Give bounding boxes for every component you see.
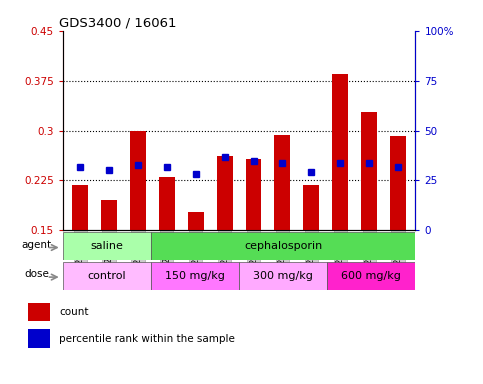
Text: 150 mg/kg: 150 mg/kg [165, 271, 225, 281]
Bar [151, 232, 415, 260]
Bar [130, 131, 146, 230]
Text: control: control [87, 271, 126, 281]
Bar [327, 262, 415, 290]
Bar [239, 262, 327, 290]
Bar [188, 212, 204, 230]
Bar [101, 200, 117, 230]
Text: 300 mg/kg: 300 mg/kg [253, 271, 313, 281]
Bar [63, 262, 151, 290]
Text: GDS3400 / 16061: GDS3400 / 16061 [59, 17, 177, 30]
Text: percentile rank within the sample: percentile rank within the sample [59, 334, 235, 344]
Text: saline: saline [90, 241, 123, 251]
Bar [274, 135, 290, 230]
Bar [72, 185, 88, 230]
Bar [245, 159, 261, 230]
Bar [332, 74, 348, 230]
Bar [217, 156, 233, 230]
Bar [361, 112, 377, 230]
Text: dose: dose [24, 269, 49, 279]
Text: cephalosporin: cephalosporin [244, 241, 322, 251]
Text: agent: agent [22, 240, 52, 250]
Bar [390, 136, 406, 230]
Bar [303, 185, 319, 230]
Bar [28, 303, 50, 321]
Text: count: count [59, 307, 88, 317]
Bar [28, 329, 50, 348]
Bar [63, 232, 151, 260]
Bar [151, 262, 239, 290]
Text: 600 mg/kg: 600 mg/kg [341, 271, 401, 281]
Bar [159, 177, 175, 230]
